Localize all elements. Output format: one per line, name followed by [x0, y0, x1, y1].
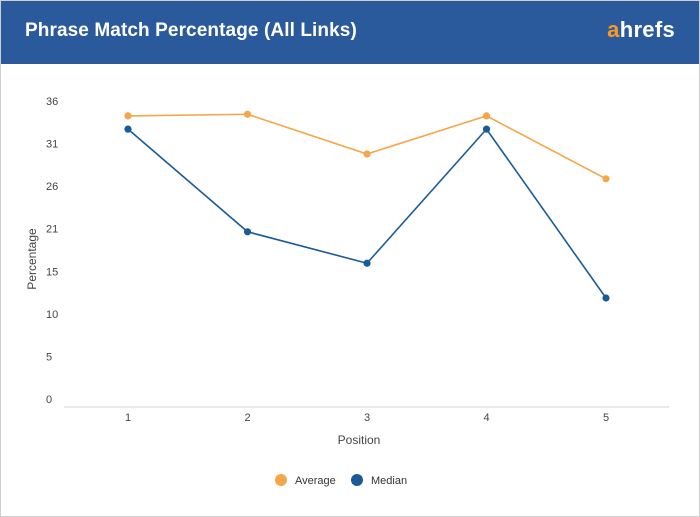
- y-axis-title: Percentage: [25, 228, 39, 290]
- x-axis-title: Position: [338, 433, 381, 447]
- x-tick-label: 1: [125, 412, 131, 424]
- logo-text: hrefs: [619, 17, 675, 42]
- y-tick-label: 26: [46, 181, 58, 193]
- y-tick-label: 36: [46, 96, 58, 108]
- y-tick-label: 10: [46, 309, 58, 321]
- average-point[interactable]: [363, 150, 371, 158]
- average-point[interactable]: [243, 110, 252, 118]
- y-tick-label: 5: [46, 351, 52, 363]
- x-tick-label: 4: [483, 412, 489, 424]
- average-series-line: [127, 113, 607, 180]
- x-axis-ticks: 1 2 3 4 5: [125, 412, 609, 424]
- median-point[interactable]: [243, 228, 252, 236]
- legend-label-average: Average: [295, 475, 336, 487]
- ahrefs-logo[interactable]: ahrefs: [607, 17, 675, 43]
- y-tick-label: 0: [46, 394, 52, 406]
- average-point[interactable]: [482, 112, 491, 120]
- legend-item-median[interactable]: Median: [351, 474, 407, 487]
- legend-label-median: Median: [371, 475, 407, 487]
- y-tick-label: 31: [46, 139, 58, 151]
- x-tick-label: 5: [603, 412, 609, 424]
- average-point[interactable]: [602, 175, 610, 183]
- x-tick-label: 2: [244, 412, 250, 424]
- legend: Average Median: [275, 474, 407, 487]
- line-chart: 0 5 10 15 21 26 31 36 1 2 3 4 5 Percentage Position…: [25, 96, 669, 487]
- y-tick-label: 21: [46, 224, 58, 236]
- legend-marker-average: [275, 474, 287, 486]
- median-point[interactable]: [602, 294, 610, 302]
- median-point[interactable]: [482, 125, 491, 133]
- median-point[interactable]: [124, 125, 132, 133]
- y-axis-ticks: 0 5 10 15 21 26 31 36: [46, 96, 58, 406]
- y-tick-label: 15: [46, 266, 58, 278]
- median-point[interactable]: [363, 259, 371, 267]
- chart-header: Phrase Match Percentage (All Links) ahre…: [1, 1, 699, 64]
- legend-item-average[interactable]: Average: [275, 474, 336, 487]
- average-point[interactable]: [124, 112, 132, 120]
- x-tick-label: 3: [364, 412, 370, 424]
- chart-title: Phrase Match Percentage (All Links): [25, 20, 357, 41]
- logo-accent-letter: a: [607, 17, 620, 42]
- legend-marker-median: [351, 474, 363, 486]
- series-group: [124, 110, 610, 302]
